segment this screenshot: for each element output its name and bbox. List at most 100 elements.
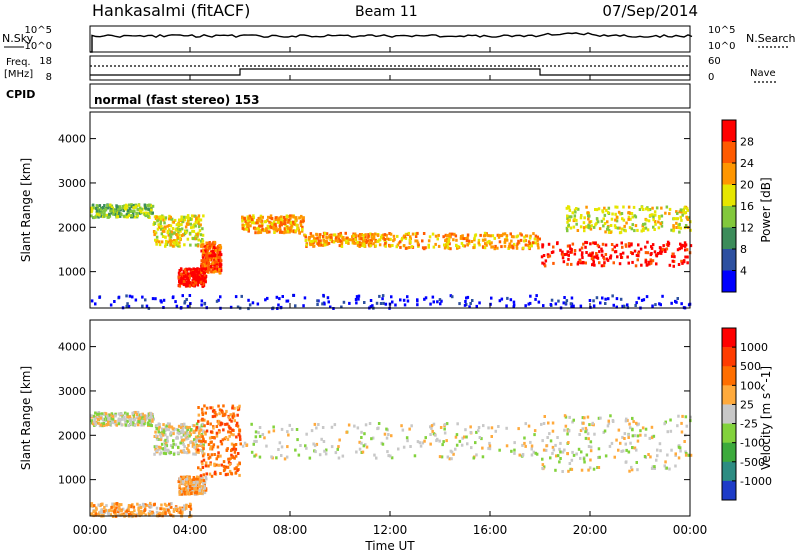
power-cell [565,252,568,256]
power-cell [614,250,618,254]
power-cell [213,267,217,271]
power-cell [177,226,180,230]
velocity-cell [102,509,106,513]
velocity-cell [219,439,223,443]
power-cell [334,236,338,240]
power-cell [259,217,263,221]
velocity-cell [137,508,140,512]
power-cell [189,222,192,226]
power-cell [645,207,648,211]
power-cell [384,302,388,306]
power-cell [265,227,268,231]
velocity-cell [441,443,444,447]
power-cell [363,301,366,304]
power-cell [352,234,356,238]
velocity-cell [387,433,390,436]
velocity-cell [321,426,325,429]
power-cell [566,244,570,248]
power-cell [137,203,140,207]
power-cell [266,230,269,234]
velocity-cell [118,419,122,423]
power-cell [403,234,406,238]
velocity-cell [587,468,590,472]
power-cell [192,283,195,287]
power-cell [286,215,289,219]
power-cell [597,207,601,211]
power-cell [455,244,458,248]
power-cell [587,214,590,218]
power-cell [206,248,210,252]
power-cell [378,294,381,298]
velocity-cell [136,502,139,506]
power-cell [676,217,679,221]
velocity-cell [532,450,536,454]
velocity-cell [219,454,222,458]
velocity-cell [195,428,198,432]
power-cell [508,242,511,246]
power-cell [189,268,193,272]
power-cell [322,238,326,242]
velocity-cell [150,424,153,428]
velocity-cell [216,454,220,458]
power-cell [658,216,661,220]
velocity-cell [631,446,634,449]
power-cell [598,227,602,231]
power-cell [671,259,675,263]
power-cell [180,281,183,284]
velocity-cell [530,444,534,448]
power-cell [491,234,495,238]
velocity-colorbar-tick-label: -100 [740,437,765,450]
power-cell [269,224,272,228]
power-cell [219,268,222,272]
power-cell [634,224,638,228]
power-cell [208,246,212,250]
power-cell [171,227,175,230]
velocity-cell [549,439,553,443]
velocity-cell [558,447,561,451]
power-cell [561,256,565,260]
velocity-cell [656,454,659,458]
power-cell [163,229,166,233]
velocity-cell [257,431,260,435]
velocity-cell [146,503,149,507]
power-cell [574,210,577,214]
power-cell [272,225,275,229]
velocity-cell [198,435,202,439]
power-cell [218,271,222,275]
power-cell [217,298,220,302]
velocity-cell [488,447,492,451]
power-cell [565,226,569,230]
velocity-cell [635,448,638,452]
power-cell [136,207,139,211]
velocity-cell [186,451,189,455]
power-cell [333,233,337,237]
power-cell [509,232,512,236]
power-cell [632,205,636,209]
velocity-cell [138,511,141,515]
power-cell [300,214,303,218]
power-cell [628,244,631,248]
velocity-cell [578,433,581,436]
velocity-cell [194,447,198,451]
velocity-cell [100,508,103,512]
velocity-cell [183,490,187,494]
velocity-cell [177,424,181,428]
velocity-cell [629,441,632,445]
power-cell [180,227,184,231]
power-cell [631,223,634,227]
power-cell [247,229,250,233]
velocity-cell [150,416,154,420]
velocity-cell [458,439,462,443]
power-cell [277,220,280,224]
power-cell [509,298,513,302]
power-cell [584,240,587,244]
power-cell [473,234,477,238]
velocity-cell [643,455,647,458]
velocity-cell [99,423,103,427]
velocity-cell [172,509,176,513]
velocity-cell [589,440,593,444]
power-cell [522,239,526,243]
velocity-cell [385,427,388,431]
velocity-cell [205,477,208,481]
